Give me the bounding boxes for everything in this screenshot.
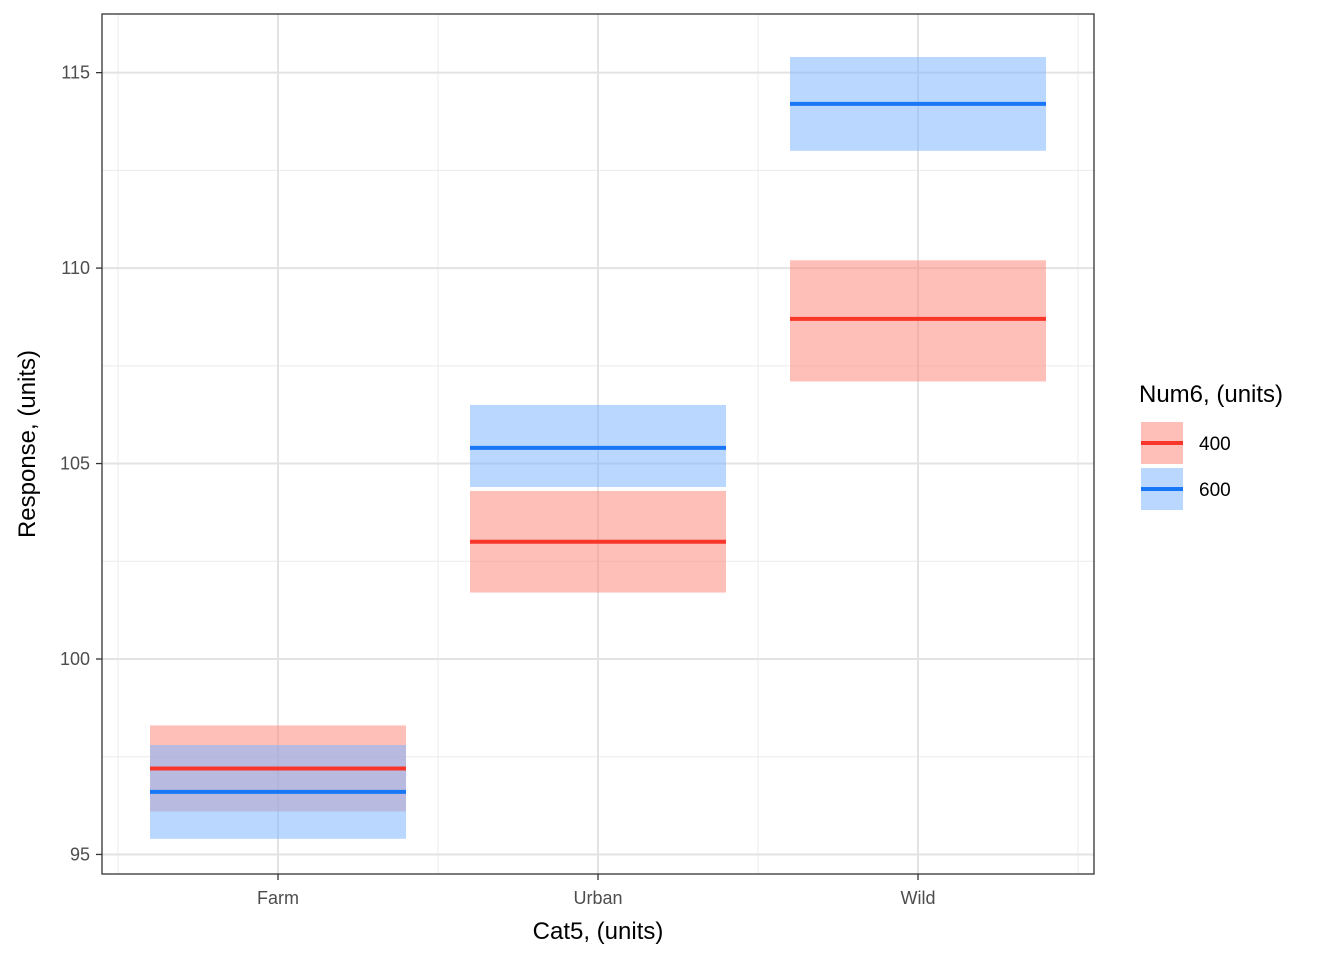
legend-title: Num6, (units) xyxy=(1139,381,1283,408)
x-axis-title: Cat5, (units) xyxy=(533,918,664,945)
legend-label-600: 600 xyxy=(1199,480,1231,501)
y-tick-label: 105 xyxy=(60,454,90,474)
series-lines xyxy=(150,101,1046,794)
y-tick-label: 95 xyxy=(70,844,90,864)
x-axis: Farm Urban Wild xyxy=(257,874,936,908)
y-axis-title: Response, (units) xyxy=(14,350,41,538)
x-tick-label: Wild xyxy=(901,888,936,908)
legend-label-400: 400 xyxy=(1199,434,1231,455)
legend: Num6, (units) 400 600 xyxy=(1139,381,1283,510)
y-tick-label: 100 xyxy=(60,649,90,669)
legend-keys: 400 600 xyxy=(1141,422,1231,510)
y-axis: 95 100 105 110 115 xyxy=(60,63,102,864)
y-tick-label: 110 xyxy=(61,258,90,278)
y-tick-label: 115 xyxy=(61,63,90,83)
x-tick-label: Urban xyxy=(573,888,622,908)
x-tick-label: Farm xyxy=(257,888,299,908)
